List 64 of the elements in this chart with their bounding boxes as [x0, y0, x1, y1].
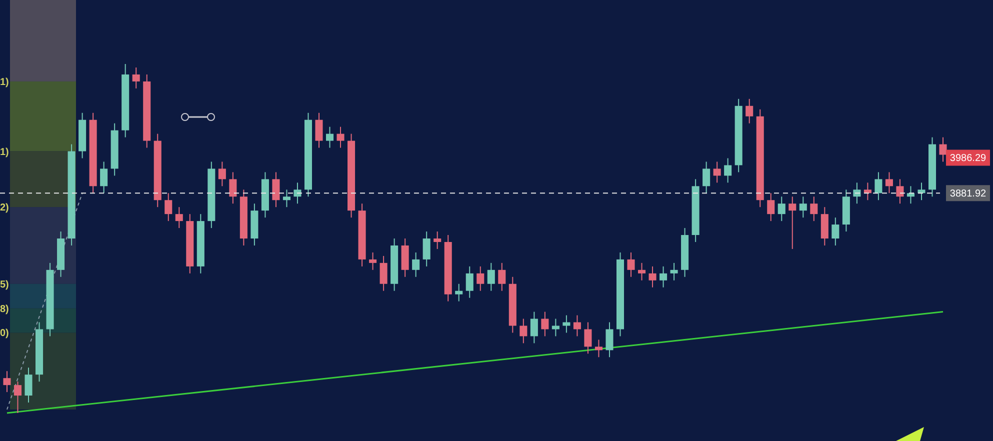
annotation: 5)	[0, 279, 9, 290]
candlestick	[498, 262, 506, 292]
candlestick	[272, 172, 280, 208]
candlestick	[132, 66, 140, 89]
candlestick	[175, 206, 183, 229]
candlestick	[594, 339, 602, 358]
candlestick	[326, 126, 334, 148]
annotation: 2)	[0, 202, 9, 214]
annotation: 0)	[0, 328, 9, 340]
candlestick	[702, 161, 710, 194]
candlestick	[466, 266, 474, 298]
candlestick	[164, 192, 172, 222]
candlestick	[724, 158, 732, 184]
candlestick	[229, 172, 237, 204]
candlestick	[218, 161, 226, 187]
candlestick	[530, 311, 538, 344]
text: 3986.29	[950, 153, 987, 164]
candlestick	[746, 98, 754, 124]
candlestick	[864, 182, 872, 201]
candlestick	[380, 255, 388, 292]
candlestick	[648, 266, 656, 288]
candlestick	[3, 370, 11, 393]
annotation: 1)	[0, 146, 9, 158]
candlestick	[562, 314, 570, 334]
candlestick	[885, 172, 893, 194]
candlestick	[638, 262, 646, 281]
candlestick	[767, 192, 775, 222]
candlestick	[799, 196, 807, 218]
candlestick	[24, 367, 32, 404]
candlestick	[487, 262, 495, 292]
candlestick	[778, 196, 786, 222]
candlestick	[918, 182, 926, 201]
candlestick	[541, 311, 549, 337]
candlestick	[896, 178, 904, 204]
candlestick	[874, 172, 882, 201]
candlestick	[294, 182, 302, 204]
candlestick	[422, 231, 430, 267]
candlestick	[627, 252, 635, 278]
candlestick	[100, 161, 108, 194]
text: 3881.92	[950, 188, 987, 200]
candlestick	[573, 314, 581, 337]
candlestick	[788, 196, 796, 250]
candlestick	[606, 322, 614, 358]
candlestick	[369, 252, 377, 270]
candlestick	[14, 381, 22, 414]
candlestick	[713, 161, 721, 184]
candlestick	[520, 318, 528, 344]
candlestick	[853, 182, 861, 204]
annotation: 8)	[0, 304, 9, 315]
candlestick	[455, 283, 463, 302]
candlestick	[906, 186, 914, 204]
candlestick	[476, 266, 484, 292]
candlestick	[810, 196, 818, 222]
candlestick	[832, 217, 840, 246]
candlestick	[282, 189, 290, 208]
candlestick	[660, 266, 668, 288]
candlestick	[939, 136, 947, 162]
candlestick	[336, 126, 344, 148]
candlestick	[670, 262, 678, 281]
candlestick	[584, 322, 592, 354]
candlestick	[412, 252, 420, 278]
annotation: 1)	[0, 76, 9, 88]
candlestick	[434, 231, 442, 250]
candlestick	[315, 112, 323, 148]
